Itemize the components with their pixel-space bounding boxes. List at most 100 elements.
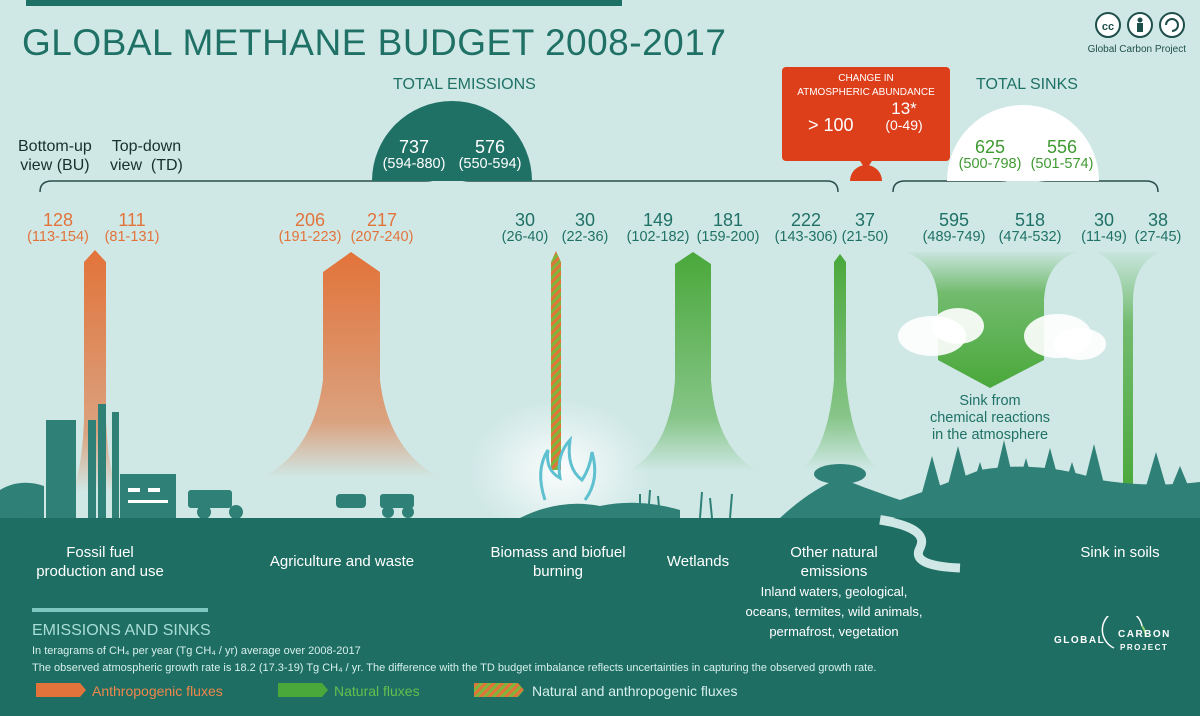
gcp-logo-line3: PROJECT <box>1120 643 1169 652</box>
fire-icon <box>539 435 597 501</box>
industry-windows <box>128 488 168 503</box>
legend-title: EMISSIONS AND SINKS <box>32 622 211 639</box>
emission-arrow-biomass <box>551 251 561 470</box>
wetlands-bu: 149 (102-182) <box>620 210 696 246</box>
wetlands-td-value: 181 <box>712 210 744 230</box>
chem-sink-bu-range: (489-749) <box>922 229 986 245</box>
chem-sink-bu: 595 (489-749) <box>916 210 992 246</box>
other-bu: 222 (143-306) <box>768 210 844 246</box>
chem-sink-td-range: (474-532) <box>998 229 1062 245</box>
change-label: CHANGE IN ATMOSPHERIC ABUNDANCE <box>782 72 950 100</box>
change-pointer <box>860 161 872 170</box>
other-td-range: (21-50) <box>841 229 889 245</box>
emission-arrow-wetlands <box>626 252 760 472</box>
change-td-range: (0-49) <box>885 117 923 133</box>
cc-license-icons[interactable]: cc <box>1094 10 1186 40</box>
legend-anthro-label: Anthropogenic fluxes <box>92 683 223 699</box>
sink-arrow-chemical <box>905 252 1077 388</box>
soil-sink-td: 38 (27-45) <box>1130 210 1186 246</box>
change-label-line1: CHANGE IN <box>838 73 894 84</box>
total-sinks-td-range: (501-574) <box>1030 156 1094 172</box>
wetlands-td-range: (159-200) <box>696 229 760 245</box>
change-td: 13* (0-49) <box>874 100 934 133</box>
td-view-label: Top-down view (TD) <box>110 138 183 174</box>
wetlands-td: 181 (159-200) <box>690 210 766 246</box>
total-sinks-bu-range: (500-798) <box>958 156 1022 172</box>
legend-mixed-label: Natural and anthropogenic fluxes <box>532 683 738 699</box>
biomass-bu-value: 30 <box>514 210 536 230</box>
total-sinks-bu-value: 625 <box>974 137 1006 157</box>
total-emissions-bu-value: 737 <box>398 137 430 157</box>
bottom-band <box>0 518 1200 716</box>
other-td-value: 37 <box>854 210 876 230</box>
total-emissions-label: TOTAL EMISSIONS <box>393 76 536 93</box>
soil-sink-label: Sink in soils <box>1080 544 1160 561</box>
legend-note-units: In teragrams of CH₄ per year (Tg CH₄ / y… <box>32 645 361 657</box>
bu-view-label: Bottom-up view (BU) <box>18 138 92 174</box>
change-box: CHANGE IN ATMOSPHERIC ABUNDANCE > 100 13… <box>782 67 950 161</box>
wetlands-bu-range: (102-182) <box>626 229 690 245</box>
biomass-td-value: 30 <box>574 210 596 230</box>
biomass-bu-range: (26-40) <box>501 229 549 245</box>
chem-sink-label: Sink from chemical reactions in the atmo… <box>929 393 1051 443</box>
agri-td-range: (207-240) <box>350 229 414 245</box>
legend-divider <box>32 608 208 612</box>
legend-swatch-mixed-front <box>474 683 524 697</box>
gcp-logo-line1: GLOBAL <box>1054 635 1106 646</box>
industry-silhouette <box>22 404 176 518</box>
change-dome <box>850 165 882 181</box>
total-emissions-bu: 737 (594-880) <box>378 137 450 173</box>
other-bu-value: 222 <box>790 210 822 230</box>
change-label-line2: ATMOSPHERIC ABUNDANCE <box>797 87 935 98</box>
soil-sink-bu-range: (11-49) <box>1081 229 1127 245</box>
other-td: 37 (21-50) <box>836 210 894 246</box>
chem-sink-bu-value: 595 <box>938 210 970 230</box>
emission-arrow-other <box>800 254 880 470</box>
agri-bu-range: (191-223) <box>278 229 342 245</box>
total-emissions-bu-range: (594-880) <box>382 156 446 172</box>
total-sinks-label: TOTAL SINKS <box>976 76 1078 93</box>
total-emissions-dome <box>372 101 532 181</box>
reeds <box>639 489 733 519</box>
soil-sink-td-range: (27-45) <box>1134 229 1182 245</box>
emission-arrow-agri <box>262 252 440 478</box>
branding-text: Global Carbon Project <box>1087 44 1186 55</box>
agri-bu-value: 206 <box>294 210 326 230</box>
title-top-bar <box>26 0 622 6</box>
river-overlay <box>879 518 961 573</box>
chem-sink-td: 518 (474-532) <box>992 210 1068 246</box>
fossil-bu: 128 (113-154) <box>18 210 98 246</box>
agri-td-value: 217 <box>366 210 398 230</box>
chem-sink-td-value: 518 <box>1014 210 1046 230</box>
change-bu-value: > 100 <box>808 115 854 135</box>
biomass-label: Biomass and biofuel burning <box>490 544 626 580</box>
fossil-td: 111 (81-131) <box>98 210 166 246</box>
wetlands-label: Wetlands <box>666 553 730 570</box>
other-label: Other natural emissions <box>790 544 878 580</box>
fossil-bu-value: 128 <box>42 210 74 230</box>
biomass-bu: 30 (26-40) <box>496 210 554 246</box>
cloud-left <box>898 308 984 356</box>
fossil-td-value: 111 <box>118 210 146 230</box>
soil-sink-bu: 30 (11-49) <box>1076 210 1132 246</box>
legend-swatch-anthro-front <box>36 683 86 697</box>
cc-icon <box>1095 12 1121 38</box>
total-emissions-td-value: 576 <box>474 137 506 157</box>
gcp-logo-line2: CARBON <box>1118 629 1171 640</box>
agri-label: Agriculture and waste <box>269 553 415 570</box>
wetlands-bu-value: 149 <box>642 210 674 230</box>
gcp-logo[interactable]: GLOBAL CARBON PROJECT <box>1050 616 1170 660</box>
other-detail: Inland waters, geological, oceans, termi… <box>745 584 923 639</box>
biomass-td-range: (22-36) <box>561 229 609 245</box>
agri-bu: 206 (191-223) <box>272 210 348 246</box>
svg-text:cc: cc <box>1102 21 1114 33</box>
soil-sink-td-value: 38 <box>1147 210 1169 230</box>
soil-sink-bu-value: 30 <box>1093 210 1115 230</box>
legend-natural-label: Natural fluxes <box>334 683 420 699</box>
forest-trees <box>920 440 1194 500</box>
total-emissions-td-range: (550-594) <box>458 156 522 172</box>
fossil-td-range: (81-131) <box>104 229 160 245</box>
total-emissions-td: 576 (550-594) <box>452 137 528 173</box>
acacia-tree <box>814 464 866 518</box>
